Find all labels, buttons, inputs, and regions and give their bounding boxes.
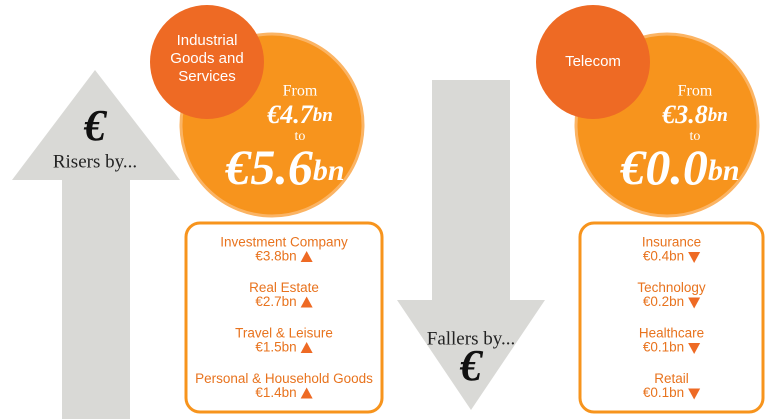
sector-label: Telecom (565, 53, 621, 70)
item-value: €3.8bn (255, 249, 296, 264)
up-arrow (12, 70, 180, 419)
euro-symbol: € (83, 101, 108, 150)
sector-circle (150, 5, 264, 119)
item-name: Personal & Household Goods (195, 371, 373, 386)
down-triangle (688, 297, 701, 309)
sector-label: Services (178, 68, 236, 85)
up-triangle (300, 296, 313, 308)
sector-label: Industrial (177, 32, 238, 49)
item-name: Retail (654, 371, 689, 386)
to-amount-unit: bn (708, 154, 740, 187)
item-value: €0.1bn (643, 340, 684, 355)
down-triangle (688, 388, 701, 400)
sector-circle (536, 5, 650, 119)
to-label: to (690, 129, 701, 144)
item-value: €1.5bn (255, 340, 296, 355)
from-amount: €4.7bn (266, 100, 333, 129)
to-amount: €5.6bn (224, 139, 344, 195)
fallers-label: Fallers by... (427, 328, 515, 349)
from-label: From (678, 83, 713, 100)
down-triangle (688, 252, 701, 263)
down-triangle (688, 343, 701, 354)
item-box (184, 221, 384, 414)
item-name: Investment Company (220, 235, 348, 250)
to-amount-value: €5.6 (224, 139, 313, 195)
from-amount: €3.8bn (661, 100, 728, 129)
to-amount: €0.0bn (619, 139, 739, 195)
item-name: Travel & Leisure (235, 326, 333, 341)
item-box (578, 221, 765, 414)
item-name: Insurance (642, 235, 701, 250)
item-value: €0.1bn (643, 385, 684, 400)
item-name: Healthcare (639, 326, 704, 341)
to-amount-value: €0.0 (619, 139, 708, 195)
item-value: €2.7bn (255, 294, 296, 309)
from-amount-value: €3.8 (661, 100, 708, 129)
to-amount-unit: bn (313, 154, 345, 187)
to-label: to (295, 129, 306, 144)
item-value: €0.4bn (643, 249, 684, 264)
up-triangle (300, 387, 313, 399)
up-triangle (300, 251, 313, 262)
from-amount-unit: bn (313, 105, 333, 126)
item-name: Real Estate (249, 280, 319, 295)
item-value: €1.4bn (255, 385, 296, 400)
risers-label: Risers by... (53, 151, 137, 172)
from-amount-value: €4.7 (266, 100, 314, 129)
from-amount-unit: bn (708, 105, 728, 126)
from-label: From (283, 83, 318, 100)
up-triangle (300, 342, 313, 353)
down-arrow (397, 80, 545, 410)
item-name: Technology (637, 280, 706, 295)
sector-label: Goods and (170, 50, 243, 67)
item-value: €0.2bn (643, 294, 684, 309)
euro-symbol: € (459, 341, 484, 390)
